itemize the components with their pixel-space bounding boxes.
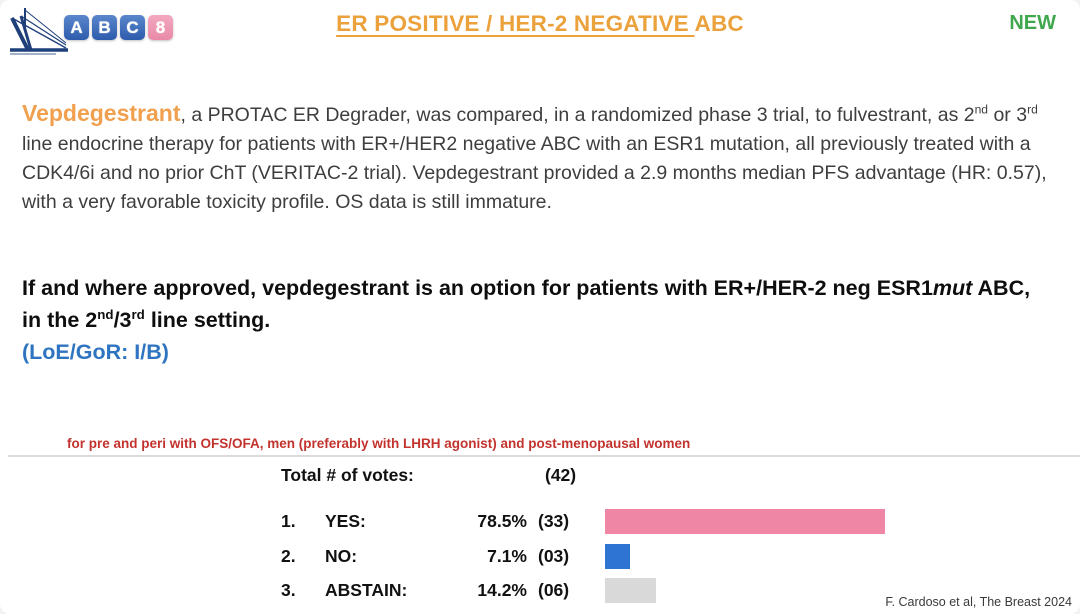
total-votes-count: (42) (545, 465, 577, 485)
recommendation-statement: If and where approved, vepdegestrant is … (22, 273, 1050, 369)
separator-line (8, 455, 1080, 457)
total-votes-label: Total # of votes: (281, 465, 414, 485)
vote-bar-no (605, 544, 630, 569)
citation: F. Cardoso et al, The Breast 2024 (885, 595, 1072, 609)
logo-tile-a: A (64, 15, 89, 40)
vote-row-number: 2. (281, 546, 296, 566)
recommendation-text: If and where approved, vepdegestrant is … (22, 276, 1031, 332)
vote-note: for pre and peri with OFS/OFA, men (pref… (67, 436, 691, 451)
vote-row-number: 3. (281, 580, 296, 600)
vote-row-label: ABSTAIN: (325, 580, 408, 600)
summary-paragraph: Vepdegestrant, a PROTAC ER Degrader, was… (22, 100, 1047, 213)
vote-row-count: (33) (538, 511, 570, 531)
total-votes-row: Total # of votes: (42) (280, 465, 1080, 493)
vote-row-label: NO: (325, 546, 358, 566)
new-badge: NEW (1009, 12, 1056, 34)
vote-row-count: (03) (538, 546, 570, 566)
vote-row-count: (06) (538, 580, 570, 600)
bridge-icon (10, 8, 68, 55)
vote-row-abstain: 3. ABSTAIN: 14.2% (06) (280, 578, 1080, 608)
vote-bar-yes (605, 509, 885, 534)
vote-row-no: 2. NO: 7.1% (03) (280, 544, 1080, 574)
vote-bar-abstain (605, 578, 656, 603)
logo-tiles: A B C 8 (64, 15, 173, 40)
vote-row-yes: 1. YES: 78.5% (33) (280, 509, 1080, 539)
logo-tile-c: C (120, 15, 145, 40)
vote-row-percent: 7.1% (487, 546, 527, 566)
vote-row-label: YES: (325, 511, 366, 531)
abc8-logo: A B C 8 (8, 4, 173, 58)
vote-row-percent: 14.2% (477, 580, 527, 600)
logo-tile-8: 8 (148, 15, 173, 40)
vote-row-number: 1. (281, 511, 296, 531)
page-title: ER POSITIVE / HER-2 NEGATIVE ABC (336, 11, 744, 36)
logo-tile-b: B (92, 15, 117, 40)
loe-gor-label: (LoE/GoR: I/B) (22, 340, 169, 364)
vote-row-percent: 78.5% (477, 511, 527, 531)
